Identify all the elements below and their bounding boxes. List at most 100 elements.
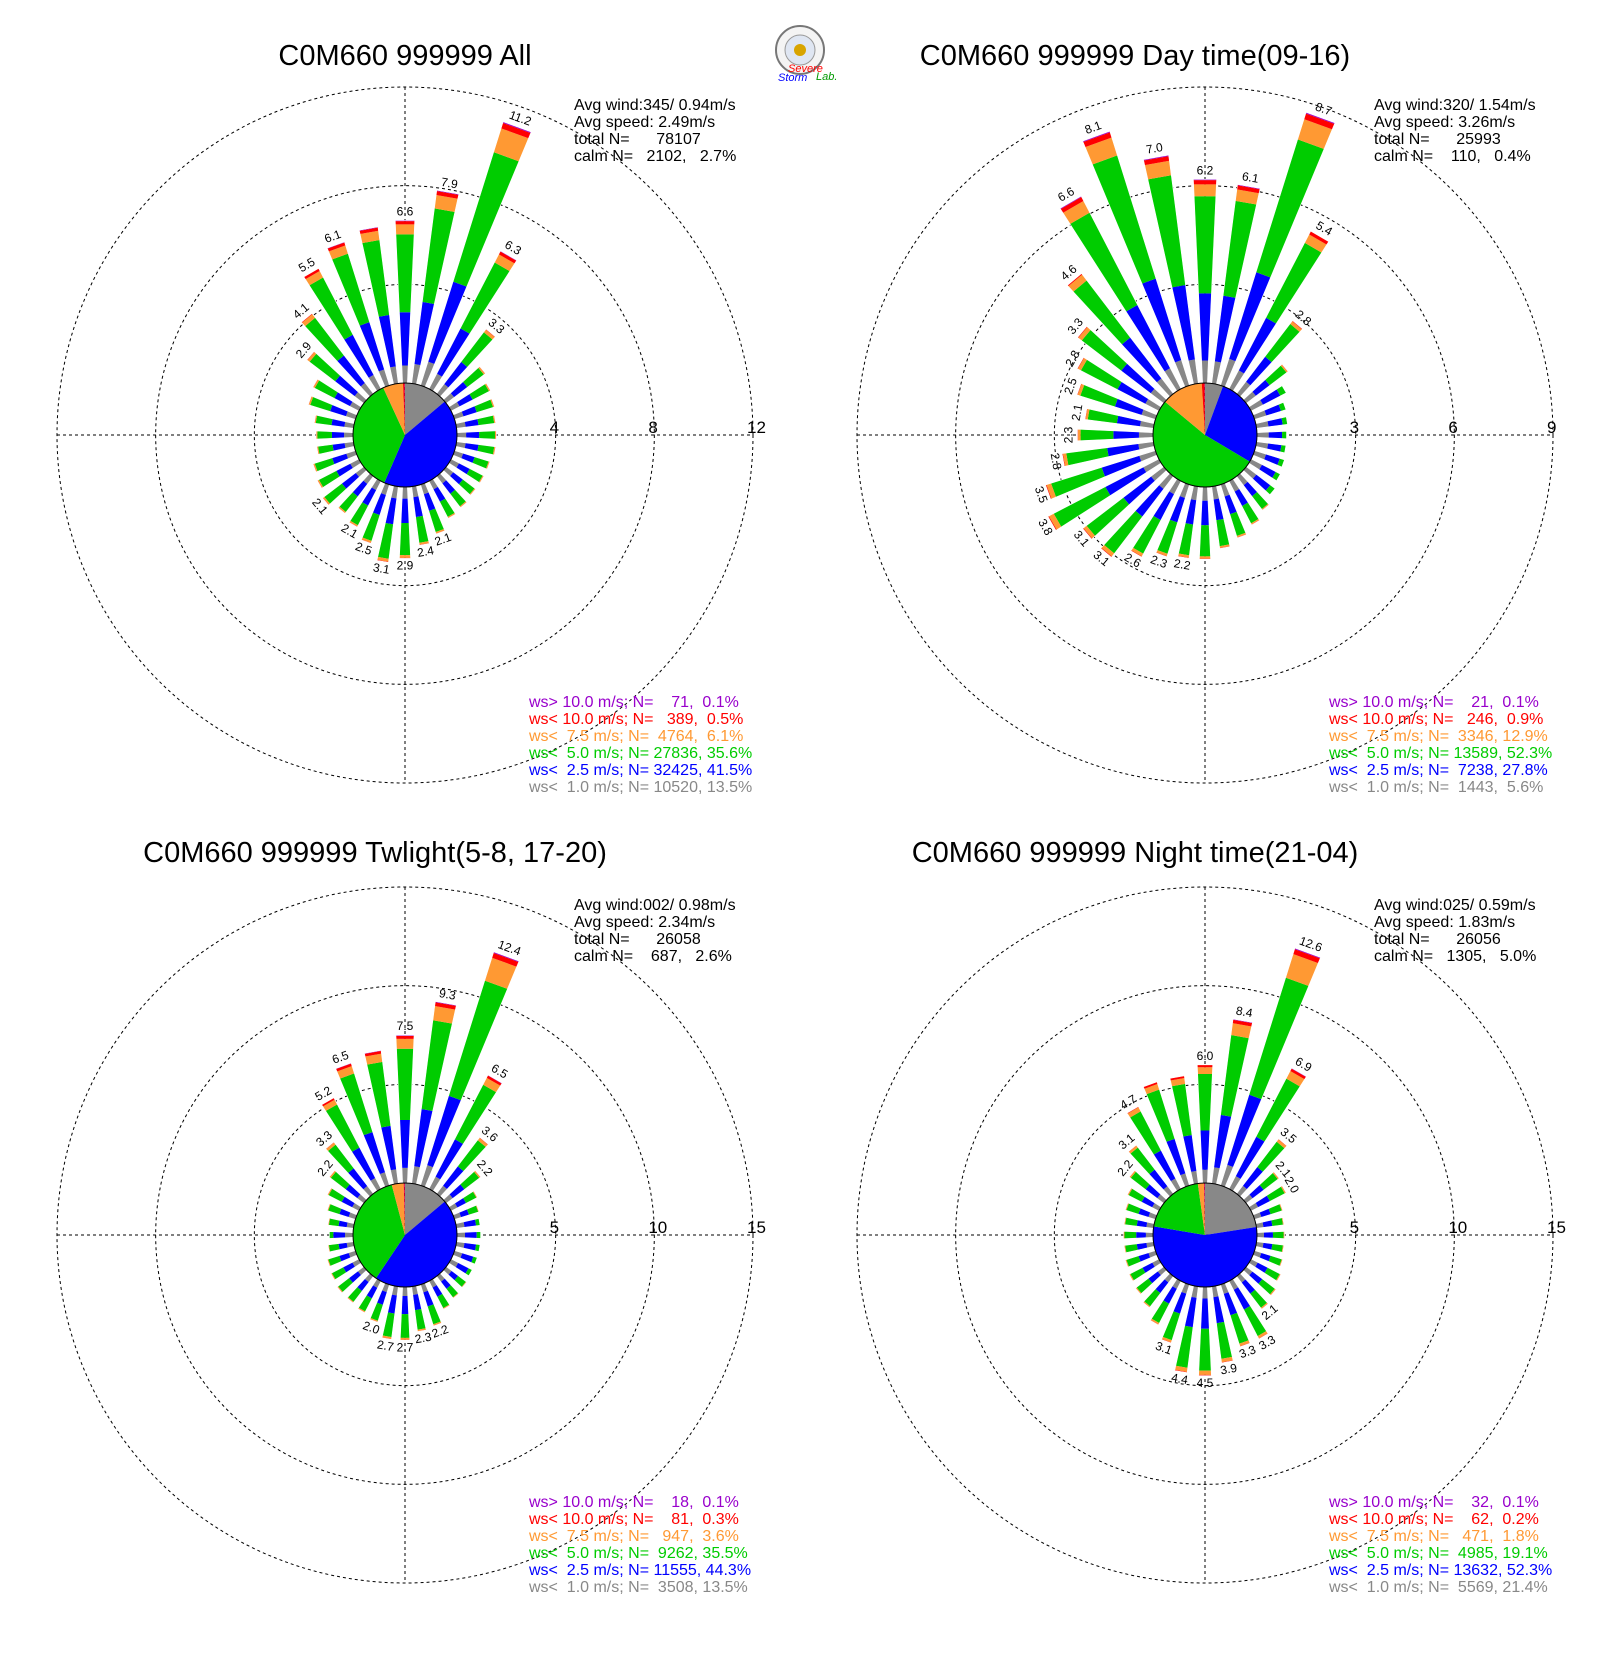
sector-bar-segment	[436, 328, 470, 377]
sector-bar	[448, 382, 492, 412]
ring-6	[955, 185, 1455, 685]
sector-value-label: 3.9	[1219, 1361, 1238, 1378]
sector-bar-segment	[1125, 1217, 1138, 1227]
sector-bar-segment	[1266, 1186, 1285, 1202]
sector-bar-segment	[328, 1218, 340, 1227]
sector-bar-segment	[1174, 359, 1190, 387]
sector-bar-segment	[1252, 474, 1271, 491]
sector-bar-segment	[1256, 1078, 1300, 1142]
sector-bar-segment	[355, 466, 367, 478]
sector-bar-segment	[1152, 1202, 1162, 1212]
sector-bar	[1228, 230, 1330, 392]
sector-bar-segment	[1255, 1241, 1264, 1248]
sector-bar-segment	[1117, 381, 1149, 405]
sector-value-label: 4.5	[1197, 1376, 1214, 1390]
sector-bar-segment	[1262, 1242, 1273, 1250]
sector-value-label: 2.2	[430, 1322, 451, 1341]
sector-bar-segment	[1128, 1188, 1145, 1203]
sector-bar-segment	[498, 251, 517, 264]
sector-bar-segment	[484, 383, 491, 392]
sector-bar-segment	[1060, 196, 1084, 213]
sector-bar-segment	[1236, 185, 1260, 194]
sector-bar-segment	[420, 483, 429, 495]
sector-bar-segment	[399, 312, 411, 366]
sector-bar-segment	[363, 1131, 386, 1175]
sector-bar-segment	[1131, 547, 1144, 557]
ring-label: 8	[648, 418, 657, 437]
sector-bar-segment	[345, 411, 357, 420]
sector-bar-segment	[463, 1191, 477, 1204]
sector-bar-segment	[421, 1020, 453, 1111]
sector-bar-segment	[399, 1120, 411, 1168]
sector-bar-segment	[423, 492, 436, 512]
sector-bar	[1211, 1018, 1253, 1185]
ring-label: 15	[747, 1218, 766, 1237]
legend-entry: ws< 2.5 m/s; N= 32425, 41.5%	[528, 762, 752, 779]
ring-label: 5	[550, 1218, 559, 1237]
sector-bar-segment	[1124, 1217, 1127, 1225]
sector-bar-segment	[1263, 1231, 1273, 1239]
sector-bar-segment	[1197, 1064, 1213, 1068]
sector-bar-segment	[1265, 365, 1287, 386]
sector-bar-segment	[1197, 1067, 1213, 1074]
sector-bar-segment	[1146, 1089, 1175, 1142]
sector-bar-segment	[479, 430, 495, 440]
sector-bar-segment	[1200, 1130, 1210, 1170]
sector-bar	[455, 1241, 481, 1252]
sector-bar-segment	[428, 1278, 437, 1288]
sector-bar	[420, 482, 446, 535]
sector-bar-segment	[358, 1295, 373, 1312]
sector-bar-segment	[1148, 1271, 1162, 1284]
sector-value-label: 9.3	[438, 986, 457, 1003]
sector-bar-segment	[1303, 113, 1335, 130]
sector-bar	[1252, 1250, 1284, 1267]
sector-bar-segment	[455, 1221, 465, 1229]
sector-bar-segment	[344, 334, 374, 378]
sector-bar	[420, 121, 532, 388]
sector-bar-segment	[439, 498, 455, 518]
sector-bar-segment	[1194, 196, 1216, 294]
sector-bar-segment	[1308, 231, 1329, 245]
pie-slice	[391, 1183, 405, 1235]
sector-bar-segment	[1135, 1287, 1142, 1295]
sector-bar-segment	[491, 952, 519, 967]
legend-entry: ws> 10.0 m/s; N= 18, 0.1%	[528, 1494, 739, 1511]
info-line: calm N= 1305, 5.0%	[1374, 948, 1536, 965]
sector-bar-segment	[1242, 1166, 1264, 1190]
sector-bar-segment	[400, 1314, 410, 1338]
sector-bar-segment	[1067, 273, 1083, 287]
sector-bar-segment	[401, 1295, 409, 1315]
sector-bar-segment	[1053, 486, 1111, 527]
sector-bar	[428, 478, 457, 519]
sector-bar-segment	[328, 1244, 331, 1252]
sector-value-label: 3.1	[372, 560, 391, 577]
sector-bar-segment	[1293, 949, 1321, 964]
sector-bar	[1123, 1216, 1155, 1229]
sector-bar-segment	[1256, 139, 1325, 278]
sector-bar-segment	[453, 1212, 462, 1220]
sector-bar-segment	[460, 1252, 474, 1263]
sector-bar-segment	[1164, 1273, 1174, 1283]
sector-bar	[358, 226, 399, 385]
sector-bar	[455, 1218, 481, 1229]
sector-bar-segment	[1276, 385, 1287, 396]
sector-bar-segment	[364, 1273, 374, 1283]
sector-bar	[1047, 458, 1162, 531]
sector-bar-segment	[1152, 1258, 1162, 1268]
sector-bar-segment	[1070, 212, 1138, 312]
sector-bar-segment	[1068, 274, 1087, 292]
sector-bar-segment	[329, 1170, 337, 1179]
sector-bar	[312, 450, 358, 473]
sector-bar-segment	[478, 475, 484, 483]
sector-bar-segment	[461, 332, 493, 368]
sector-bar-segment	[1279, 1259, 1283, 1267]
sector-bar	[1196, 1064, 1214, 1184]
sector-bar-segment	[1066, 447, 1109, 466]
sector-bar-segment	[331, 1272, 336, 1280]
sector-bar-segment	[346, 1222, 355, 1229]
sector-bar-segment	[401, 365, 409, 384]
sector-bar-segment	[1236, 381, 1251, 397]
sector-bar-segment	[454, 1197, 467, 1208]
legend-entry: ws> 10.0 m/s; N= 71, 0.1%	[528, 694, 739, 711]
sector-bar	[452, 450, 491, 470]
